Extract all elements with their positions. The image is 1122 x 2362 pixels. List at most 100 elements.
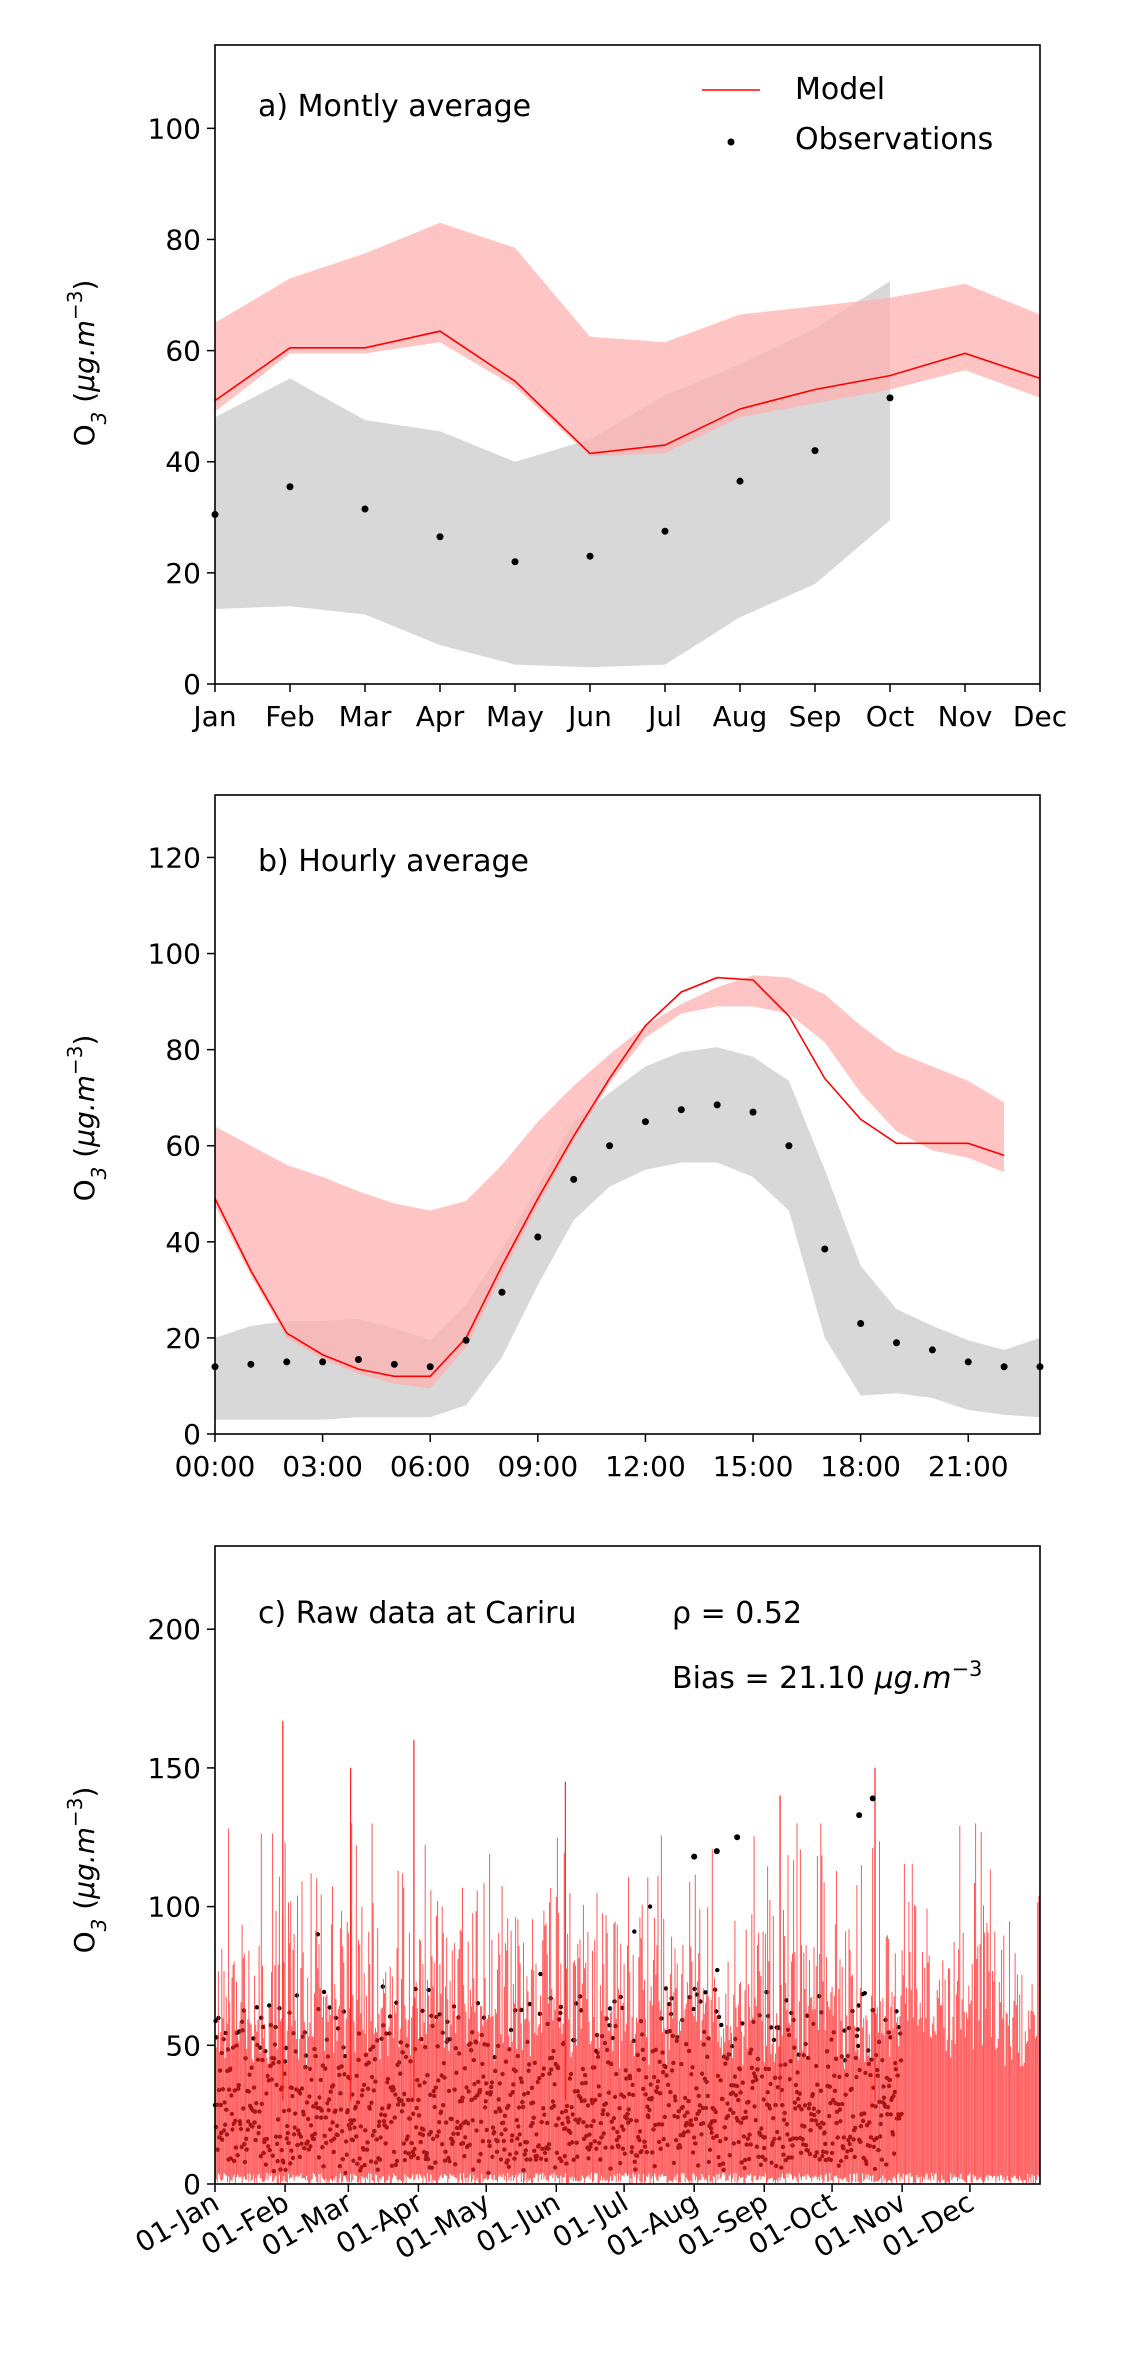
observation-point	[736, 477, 744, 485]
observation-point	[586, 552, 594, 560]
y-tick-label: 60	[165, 335, 201, 368]
panel-c-series	[212, 1720, 1040, 2184]
y-tick-label: 80	[165, 223, 201, 256]
observation-peak	[856, 1812, 863, 1819]
observation-point	[534, 1233, 542, 1241]
observation-point	[785, 1142, 793, 1150]
model-hourly-series	[214, 1823, 1040, 2184]
y-tick-label: 100	[148, 1891, 201, 1924]
x-tick-label: 03:00	[282, 1450, 363, 1483]
observation-point	[354, 1356, 362, 1364]
observation-point	[498, 1288, 506, 1296]
x-tick-label: Apr	[416, 700, 465, 733]
x-tick-label: Jan	[191, 700, 236, 733]
x-tick-label: Oct	[866, 700, 914, 733]
x-tick-label: 18:00	[820, 1450, 901, 1483]
panel-b-axes: 0 20 40 60 80 100 120 00:00 03:00 06:00 09:00 12:00…	[148, 794, 1041, 1483]
y-tick-label: 40	[165, 446, 201, 479]
x-tick-label: 21:00	[928, 1450, 1009, 1483]
y-tick-label: 50	[165, 2029, 201, 2062]
model-range-band	[215, 975, 1005, 1389]
observation-point	[606, 1142, 614, 1150]
x-tick-label: 15:00	[713, 1450, 794, 1483]
observation-peak	[869, 1795, 876, 1802]
observation-point	[570, 1175, 578, 1183]
model-line	[214, 330, 1041, 455]
axes-frame	[214, 794, 1041, 1435]
observation-point	[713, 1101, 721, 1109]
y-tick-label: 20	[165, 557, 201, 590]
observation-point	[821, 1245, 829, 1253]
y-tick-label: 150	[148, 1752, 201, 1785]
panel-b: 0 20 40 60 80 100 120 00:00 03:00 06:00 09:00 12:00…	[63, 794, 1044, 1483]
observation-peak	[713, 1848, 720, 1855]
y-tick-label: 0	[183, 1418, 201, 1451]
legend-observations-label: Observations	[795, 122, 993, 157]
observation-point	[390, 1360, 398, 1368]
y-tick-label: 100	[148, 112, 201, 145]
panel-c-rho-annotation: ρ = 0.52	[672, 1596, 802, 1631]
legend-model-label: Model	[795, 72, 885, 107]
observation-point	[247, 1360, 255, 1368]
observation-point	[462, 1336, 470, 1344]
observation-point	[886, 394, 894, 402]
panel-c-title: c) Raw data at Cariru	[258, 1596, 577, 1631]
panel-b-title: b) Hourly average	[258, 844, 529, 879]
x-tick-label: Jun	[566, 700, 612, 733]
observation-point	[641, 1118, 649, 1126]
observation-point	[286, 483, 294, 491]
x-tick-label: Mar	[339, 700, 392, 733]
observation-point	[857, 1319, 865, 1327]
x-tick-label: 12:00	[605, 1450, 686, 1483]
panel-a-series	[211, 330, 1041, 566]
x-tick-label: May	[486, 700, 544, 733]
y-tick-label: 20	[165, 1322, 201, 1355]
x-tick-label: 09:00	[497, 1450, 578, 1483]
y-tick-label: 100	[148, 938, 201, 971]
panel-b-ylabel: O3 (μg.m−3)	[63, 1035, 111, 1202]
x-tick-label: 00:00	[175, 1450, 256, 1483]
observation-point	[964, 1358, 972, 1366]
observation-point	[661, 527, 669, 535]
observation-point	[928, 1346, 936, 1354]
y-tick-label: 60	[165, 1130, 201, 1163]
x-tick-label: Dec	[1013, 700, 1067, 733]
observation-point	[436, 533, 444, 541]
panel-a-legend: Model Observations	[702, 72, 993, 157]
model-range-band	[215, 222, 1040, 457]
x-tick-label: Feb	[265, 700, 315, 733]
panel-a-bands	[215, 222, 1040, 668]
observation-point	[893, 1339, 901, 1347]
legend-observations-swatch	[727, 138, 735, 146]
panel-a-axes: 0 20 40 60 80 100 Jan Feb Mar Apr May Jun Jul Aug Sep O…	[148, 44, 1067, 733]
panel-a: 0 20 40 60 80 100 Jan Feb Mar Apr May Jun Jul Aug Sep O…	[63, 44, 1067, 733]
panel-c-bias-annotation: Bias = 21.10 μg.m−3	[672, 1657, 982, 1696]
panel-a-ylabel: O3 (μg.m−3)	[63, 280, 111, 447]
observation-peak	[691, 1853, 698, 1860]
observation-point	[677, 1106, 685, 1114]
y-tick-label: 200	[148, 1613, 201, 1646]
model-line	[214, 976, 1005, 1378]
y-tick-label: 40	[165, 1226, 201, 1259]
axes-frame	[214, 44, 1041, 685]
x-tick-label: 06:00	[390, 1450, 471, 1483]
panel-c-ylabel: O3 (μg.m−3)	[63, 1787, 111, 1954]
observation-point	[319, 1358, 327, 1366]
axes-frame	[214, 1545, 1041, 2185]
x-tick-label: Nov	[938, 700, 993, 733]
y-tick-label: 0	[183, 668, 201, 701]
observation-point	[426, 1363, 434, 1371]
panel-c: 05010015020001-Jan01-Feb01-Mar01-Apr01-M…	[63, 1545, 1041, 2266]
panel-b-bands	[215, 975, 1040, 1420]
y-tick-label: 120	[148, 841, 201, 874]
x-tick-label: Jul	[646, 700, 682, 733]
y-tick-label: 0	[183, 2168, 201, 2201]
observation-point	[511, 558, 519, 566]
x-tick-label: Aug	[713, 700, 768, 733]
observation-point	[749, 1108, 757, 1116]
panel-a-title: a) Montly average	[258, 89, 531, 124]
observation-point	[811, 447, 819, 455]
x-tick-label: Sep	[789, 700, 842, 733]
observations-range-band	[215, 1047, 1040, 1420]
